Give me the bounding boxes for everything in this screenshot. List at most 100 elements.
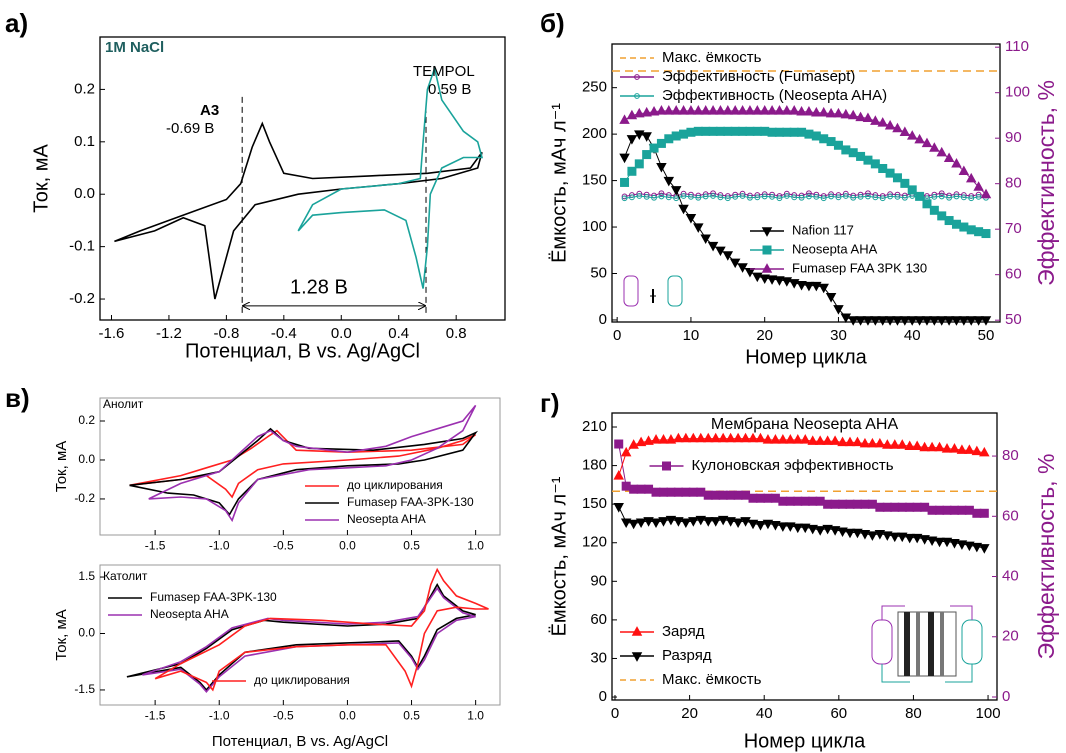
marker (663, 105, 675, 115)
marker (840, 108, 852, 119)
marker (845, 499, 855, 509)
marker (663, 176, 675, 187)
y-tick-label: 0.2 (78, 413, 95, 427)
marker (951, 158, 962, 168)
marker (770, 434, 781, 444)
marker (882, 531, 893, 541)
marker (717, 432, 729, 443)
marker (695, 515, 707, 526)
marker (892, 316, 903, 326)
plot-frame (611, 43, 1001, 323)
marker (650, 434, 662, 444)
marker (856, 151, 866, 161)
series-line (148, 404, 477, 523)
marker (710, 432, 721, 443)
marker (681, 487, 691, 497)
x-tick-label: 0 (611, 705, 619, 722)
annotation: TEMPOL (413, 63, 475, 80)
marker (905, 502, 915, 512)
marker (641, 132, 652, 142)
y2-tick-label: 20 (1002, 628, 1019, 645)
x-tick-label: 80 (905, 705, 922, 722)
marker (874, 437, 886, 448)
x-tick-label: -0.5 (273, 539, 294, 553)
marker (774, 276, 785, 286)
marker (621, 193, 628, 200)
marker (740, 432, 751, 443)
marker (738, 126, 748, 136)
y2-axis-label: Эффективность, % (1033, 80, 1059, 286)
marker (658, 190, 665, 197)
marker (651, 194, 657, 201)
marker (972, 508, 982, 518)
marker (759, 105, 770, 115)
marker (867, 437, 878, 448)
marker (829, 435, 841, 445)
marker (870, 115, 881, 125)
marker (760, 126, 770, 136)
marker (919, 535, 930, 545)
marker (732, 518, 744, 529)
annotation: А3 (200, 102, 219, 119)
marker (752, 272, 763, 283)
y-axis-label: Ток, мА (53, 609, 70, 661)
marker (906, 316, 918, 326)
marker (937, 211, 947, 221)
panel: в) -1.5 -1.0 -0.5 0.0 0.5 1.0 -0.2 0.0 0.2 Ток, мА… (5, 383, 501, 553)
marker (620, 518, 632, 529)
legend-label: Fumasep FAA-3PK-130 (150, 590, 277, 604)
marker (807, 524, 818, 535)
legend-label: до циклирования (254, 673, 350, 687)
marker (678, 105, 689, 115)
marker (797, 127, 807, 137)
marker (811, 106, 822, 117)
marker (822, 524, 833, 535)
y2-tick-label: 0 (1002, 688, 1010, 705)
marker (942, 505, 952, 515)
marker (922, 199, 932, 209)
marker (701, 126, 711, 136)
marker (707, 241, 719, 252)
x-tick-label: -1.5 (145, 709, 166, 723)
marker (823, 499, 833, 509)
y2-tick-label: 80 (1002, 447, 1019, 464)
marker (859, 530, 871, 540)
x-tick-label: 30 (830, 327, 847, 344)
marker (785, 522, 796, 532)
marker (960, 194, 967, 201)
marker (826, 137, 836, 147)
marker (680, 193, 687, 199)
marker (800, 496, 810, 506)
series-line (129, 429, 477, 499)
marker (685, 214, 697, 224)
y2-tick-label: 40 (1002, 567, 1019, 584)
marker (951, 219, 961, 229)
marker (838, 499, 848, 509)
marker (867, 499, 877, 509)
x-axis-label: Потенциал, В vs. Ag/AgCl (212, 733, 388, 750)
marker (981, 229, 991, 239)
y-tick-label: 100 (582, 218, 607, 235)
marker (613, 503, 624, 513)
marker (688, 487, 698, 497)
marker (708, 126, 718, 136)
marker (777, 522, 789, 532)
marker (931, 193, 938, 200)
legend-label: Макс. ёмкость (662, 49, 762, 66)
marker (707, 105, 719, 115)
legend-label: Заряд (662, 623, 705, 640)
marker (974, 227, 984, 237)
marker (852, 436, 863, 447)
marker (929, 205, 939, 215)
marker (900, 178, 910, 188)
cell-icon (623, 275, 683, 307)
marker (890, 502, 900, 512)
marker (665, 515, 677, 526)
marker (662, 461, 671, 471)
y2-tick-label: 110 (1005, 38, 1029, 55)
marker (729, 258, 741, 269)
marker (911, 440, 923, 451)
y-tick-label: 150 (582, 495, 607, 512)
marker (949, 539, 960, 549)
